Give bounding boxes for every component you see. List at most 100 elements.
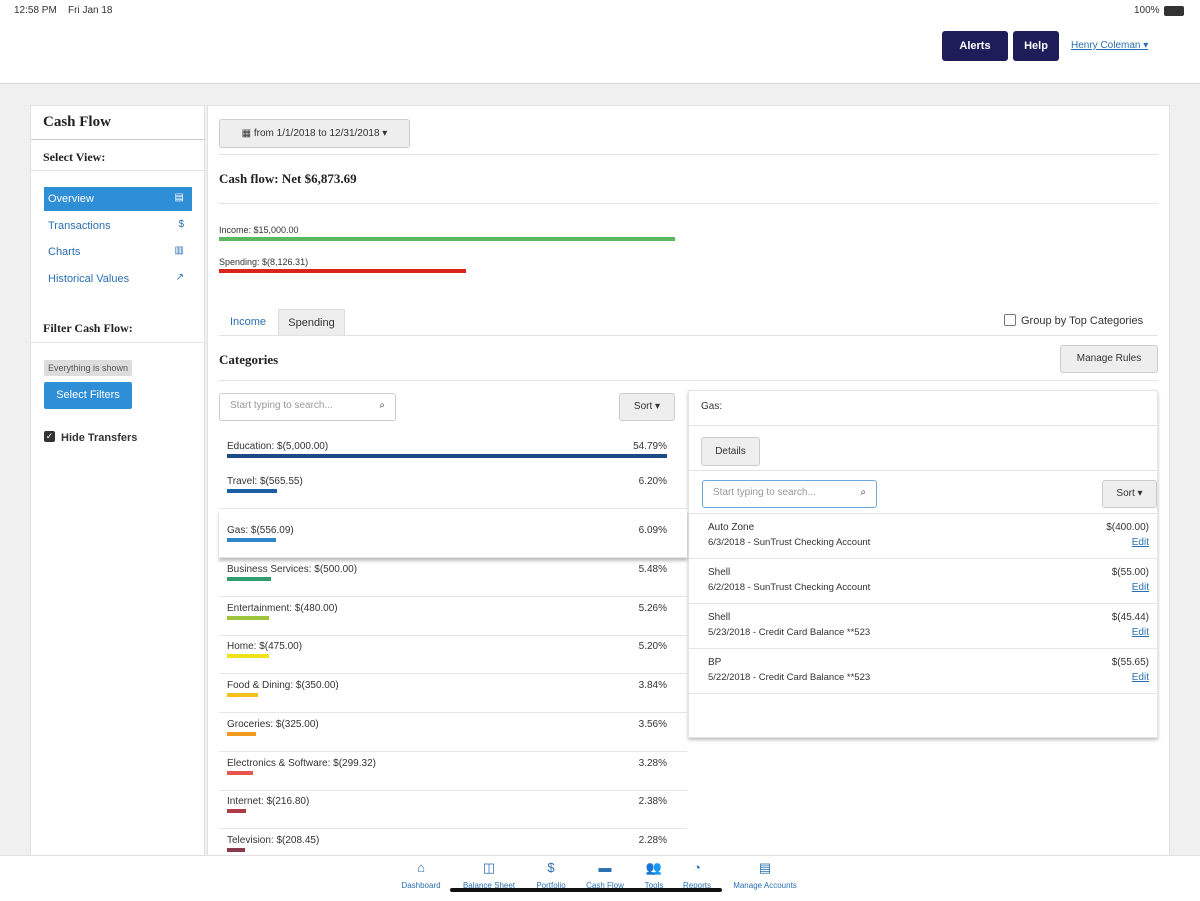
category-row[interactable]: Home: $(475.00) 5.20% <box>219 637 687 674</box>
alerts-button[interactable]: Alerts <box>942 31 1008 61</box>
group-by-label: Group by Top Categories <box>1021 315 1143 327</box>
view-icon: ▤ <box>175 192 184 203</box>
transaction-row[interactable]: Shell6/2/2018 - SunTrust Checking Accoun… <box>689 559 1157 604</box>
search-icon: ⌕ <box>379 400 385 411</box>
edit-link[interactable]: Edit <box>1132 672 1149 683</box>
category-percent: 6.09% <box>639 525 667 536</box>
divider <box>219 335 1158 336</box>
view-icon: ▥ <box>175 245 184 256</box>
transaction-info: 6/3/2018 - SunTrust Checking Account <box>708 537 870 548</box>
edit-link[interactable]: Edit <box>1132 582 1149 593</box>
divider <box>31 139 205 140</box>
view-item[interactable]: Charts ▥ <box>44 240 192 264</box>
home-indicator <box>450 888 722 892</box>
search-placeholder: Start typing to search... <box>713 487 816 498</box>
hide-transfers-label: Hide Transfers <box>61 432 137 444</box>
category-label: Groceries: $(325.00) <box>227 719 319 730</box>
transaction-info: 5/22/2018 - Credit Card Balance **523 <box>708 672 870 683</box>
transaction-row[interactable]: Auto Zone6/3/2018 - SunTrust Checking Ac… <box>689 514 1157 559</box>
categories-title: Categories <box>219 352 278 368</box>
view-label: Charts <box>48 246 80 258</box>
select-view-title: Select View: <box>43 150 105 165</box>
category-label: Food & Dining: $(350.00) <box>227 680 339 691</box>
amount: $(55.00) <box>1112 567 1149 578</box>
divider <box>31 342 205 343</box>
category-bar <box>227 771 253 775</box>
divider <box>689 470 1157 471</box>
status-date: Fri Jan 18 <box>68 5 112 16</box>
category-row[interactable]: Entertainment: $(480.00)5.26% <box>219 599 687 636</box>
manage-rules-button[interactable]: Manage Rules <box>1060 345 1158 373</box>
category-row[interactable]: Food & Dining: $(350.00) 3.84% <box>219 676 687 713</box>
tab-label: Income <box>219 309 277 336</box>
category-row[interactable]: Business Services: $(500.00)5.48% <box>219 560 687 597</box>
hide-transfers-checkbox[interactable]: ✓ <box>44 431 55 442</box>
sort-button[interactable]: Sort ▾ <box>619 393 675 421</box>
nav-icon: ▤ <box>720 860 810 876</box>
divider <box>219 154 1158 155</box>
transaction-search[interactable]: Start typing to search... ⌕ <box>702 480 877 508</box>
date-range-button[interactable]: ▦ from 1/1/2018 to 12/31/2018 ▾ <box>219 119 410 148</box>
category-bar <box>227 809 246 813</box>
tab-label: Spending <box>279 310 344 337</box>
sort-button[interactable]: Sort ▾ <box>1102 480 1157 508</box>
view-item[interactable]: Historical Values↗ <box>44 267 192 291</box>
category-row[interactable]: Gas: $(556.09)6.09% <box>219 510 687 558</box>
category-percent: 3.56% <box>639 719 667 730</box>
battery-icon <box>1164 6 1184 16</box>
user-menu[interactable]: Henry Coleman ▾ <box>1071 40 1148 51</box>
details-button[interactable]: Details <box>701 437 760 466</box>
help-button[interactable]: Help <box>1013 31 1059 61</box>
category-label: Electronics & Software: $(299.32) <box>227 758 376 769</box>
category-bar <box>227 454 667 458</box>
edit-link[interactable]: Edit <box>1132 537 1149 548</box>
payee: Shell <box>708 612 730 623</box>
category-percent: 5.20% <box>639 641 667 652</box>
view-icon: $ <box>178 219 184 230</box>
category-row[interactable]: Internet: $(216.80)2.38% <box>219 792 687 829</box>
category-search[interactable]: Start typing to search... ⌕ <box>219 393 396 421</box>
divider <box>31 170 205 171</box>
detail-title: Gas: <box>701 401 722 412</box>
battery-text: 100% <box>1134 5 1160 16</box>
category-percent: 3.84% <box>639 680 667 691</box>
category-label: Entertainment: $(480.00) <box>227 603 338 614</box>
sort-label: Sort <box>634 401 652 412</box>
view-item[interactable]: Overview▤ <box>44 187 192 211</box>
category-row[interactable]: Electronics & Software: $(299.32)3.28% <box>219 754 687 791</box>
divider <box>219 203 1158 204</box>
category-label: Home: $(475.00) <box>227 641 302 652</box>
nav-item[interactable]: ▤Manage Accounts <box>720 860 810 896</box>
payee: Shell <box>708 567 730 578</box>
tab[interactable]: Spending <box>278 309 345 336</box>
category-bar <box>227 654 269 658</box>
category-label: Television: $(208.45) <box>227 835 319 846</box>
transaction-row[interactable]: BP5/22/2018 - Credit Card Balance **523$… <box>689 649 1157 694</box>
group-by-checkbox[interactable] <box>1004 314 1016 326</box>
category-bar <box>227 577 271 581</box>
transaction-info: 5/23/2018 - Credit Card Balance **523 <box>708 627 870 638</box>
category-percent: 5.48% <box>639 564 667 575</box>
search-icon: ⌕ <box>860 487 866 498</box>
divider <box>219 380 1158 381</box>
category-row[interactable]: Travel: $(565.55)6.20% <box>219 472 687 509</box>
select-filters-button[interactable]: Select Filters <box>44 382 132 409</box>
category-percent: 2.38% <box>639 796 667 807</box>
filter-status: Everything is shown <box>44 360 132 376</box>
category-row[interactable]: Groceries: $(325.00) 3.56% <box>219 715 687 752</box>
edit-link[interactable]: Edit <box>1132 627 1149 638</box>
income-bar <box>219 237 675 241</box>
payee: BP <box>708 657 721 668</box>
tab[interactable]: Income <box>219 309 277 336</box>
search-placeholder: Start typing to search... <box>230 400 333 411</box>
status-time: 12:58 PM <box>14 5 57 16</box>
category-bar <box>227 848 245 852</box>
transaction-row[interactable]: Shell 5/23/2018 - Credit Card Balance **5… <box>689 604 1157 649</box>
category-percent: 6.20% <box>639 476 667 487</box>
category-row[interactable]: Education: $(5,000.00)54.79% <box>219 437 687 474</box>
category-bar <box>227 732 256 736</box>
view-item[interactable]: Transactions$ <box>44 214 192 238</box>
income-label: Income: $15,000.00 <box>219 225 299 235</box>
date-range: from 1/1/2018 to 12/31/2018 <box>254 128 380 139</box>
